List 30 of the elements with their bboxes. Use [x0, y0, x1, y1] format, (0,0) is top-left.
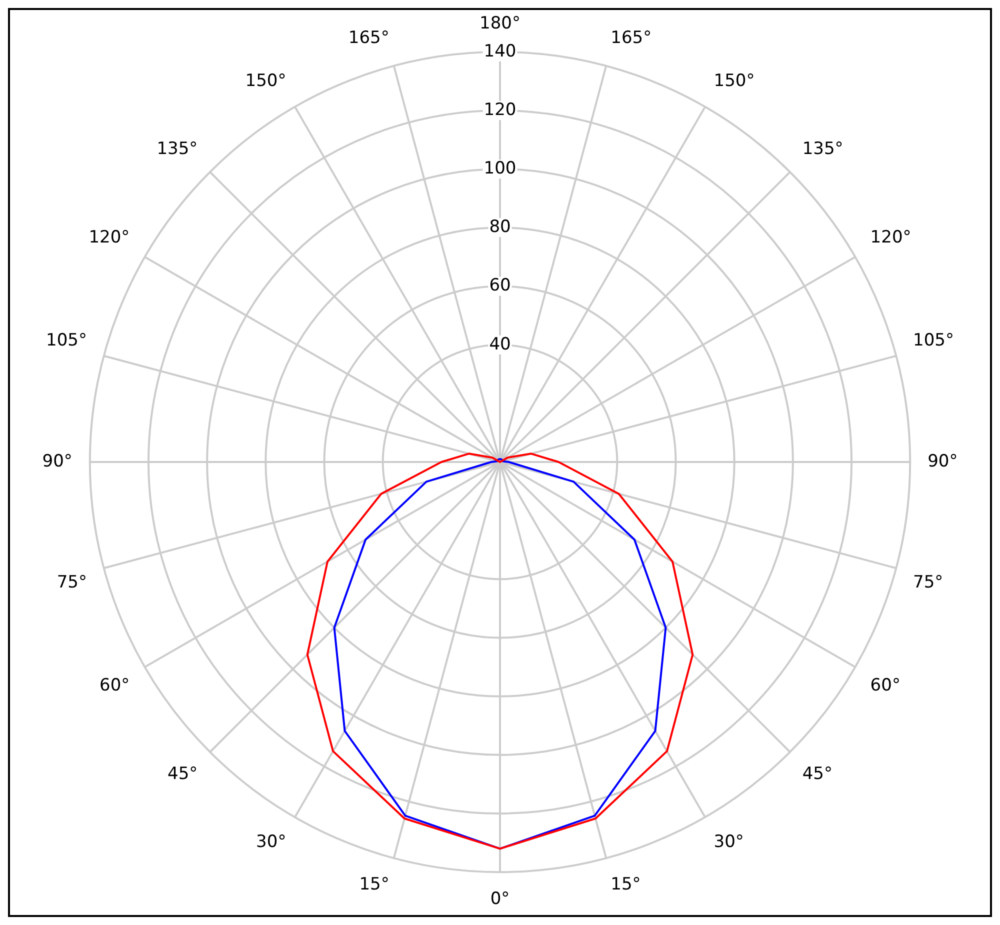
spoke-label: 150°: [714, 70, 755, 91]
spoke-label: 15°: [610, 874, 641, 895]
y-tick-label: 100: [484, 158, 516, 178]
spoke-label: 60°: [870, 675, 900, 696]
spoke-label: 105°: [46, 330, 87, 351]
spoke-label: 30°: [714, 832, 744, 852]
y-tick-label: 120: [484, 100, 516, 120]
spoke-label: 165°: [348, 28, 390, 48]
spoke-label: 90°: [928, 451, 958, 472]
spoke-label: 120°: [870, 227, 912, 248]
spoke-label: 135°: [156, 138, 198, 159]
y-tick-label: 40: [489, 334, 511, 354]
spoke-label: 0°: [490, 889, 510, 910]
spoke-label: 45°: [802, 764, 832, 784]
spoke-label: 45°: [168, 764, 198, 784]
spoke-label: 75°: [913, 572, 944, 592]
spoke-label: 30°: [256, 832, 286, 852]
spoke-label: 90°: [42, 451, 72, 472]
spoke-label: 105°: [913, 330, 954, 351]
spoke-label: 165°: [610, 28, 652, 48]
y-tick-label: 60: [489, 276, 511, 296]
spoke-label: 75°: [56, 572, 87, 592]
spoke-label: 180°: [480, 14, 520, 34]
spoke-label: 15°: [359, 874, 390, 895]
spoke-label: 120°: [88, 227, 130, 248]
spoke-label: 60°: [100, 675, 130, 696]
y-tick-label: 80: [489, 217, 511, 238]
y-tick-label: 140: [484, 41, 516, 62]
spoke-label: 135°: [802, 138, 844, 159]
spoke-label: 150°: [245, 70, 286, 91]
